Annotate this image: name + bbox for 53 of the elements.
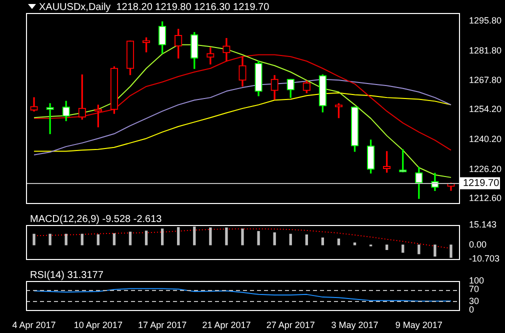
bar [289, 234, 292, 246]
bar [225, 227, 228, 246]
x-tick-label: 3 May 2017 [331, 320, 378, 330]
chart-title: MACD(12,26,9) -9.528 -2.613 [30, 214, 162, 225]
y-tick-label: 1281.80 [469, 45, 502, 56]
y-tick-label: -10.703 [469, 253, 500, 264]
x-tick-label: 21 Apr 2017 [202, 320, 251, 330]
bar [193, 226, 196, 246]
x-tick-label: 10 Apr 2017 [74, 320, 122, 330]
bar [96, 234, 100, 246]
y-tick-label: 1295.80 [469, 16, 502, 26]
bar [177, 227, 180, 246]
bar [241, 228, 244, 246]
y-tick-label: 100 [469, 275, 484, 286]
bar [386, 244, 388, 250]
bar [80, 234, 84, 246]
bar [418, 244, 420, 254]
x-tick-label: 17 Apr 2017 [138, 320, 187, 330]
bar [160, 228, 164, 246]
y-tick-label: 0.00 [469, 239, 487, 250]
ref-line-label: 1219.70 [463, 178, 500, 189]
bar [273, 232, 276, 246]
y-tick-label: 1240.20 [469, 134, 502, 144]
bar [321, 237, 324, 246]
bar [353, 242, 356, 246]
y-tick-label: 1267.80 [469, 75, 502, 86]
y-tick-label: 30 [469, 296, 480, 306]
y-tick-label: 1212.60 [469, 192, 502, 203]
y-tick-label: 1254.20 [469, 104, 502, 114]
bar [48, 234, 52, 246]
bar [402, 244, 404, 253]
bar [450, 244, 452, 258]
x-tick-label: 9 May 2017 [395, 320, 442, 330]
bar [112, 233, 116, 246]
bar [32, 234, 36, 246]
x-tick-label: 27 Apr 2017 [266, 320, 315, 330]
bar [434, 244, 436, 257]
candlestick [206, 47, 214, 64]
y-tick-label: 70 [469, 284, 480, 294]
bar [209, 227, 212, 246]
bar [257, 231, 260, 246]
candlestick [46, 103, 54, 134]
y-tick-label: 1226.20 [469, 164, 502, 174]
chart-title: XAUUSDx,Daily 1218.20 1219.80 1216.30 1219.70 [39, 2, 270, 13]
bar [64, 234, 68, 246]
x-tick-label: 4 Apr 2017 [12, 320, 56, 330]
bar [128, 232, 132, 246]
y-tick-label: 15.143 [469, 219, 497, 230]
bar [337, 238, 340, 246]
y-tick-label: 0 [469, 304, 474, 315]
bar [305, 234, 308, 246]
bar [144, 230, 148, 246]
chart-title: RSI(14) 31.3177 [30, 270, 104, 281]
